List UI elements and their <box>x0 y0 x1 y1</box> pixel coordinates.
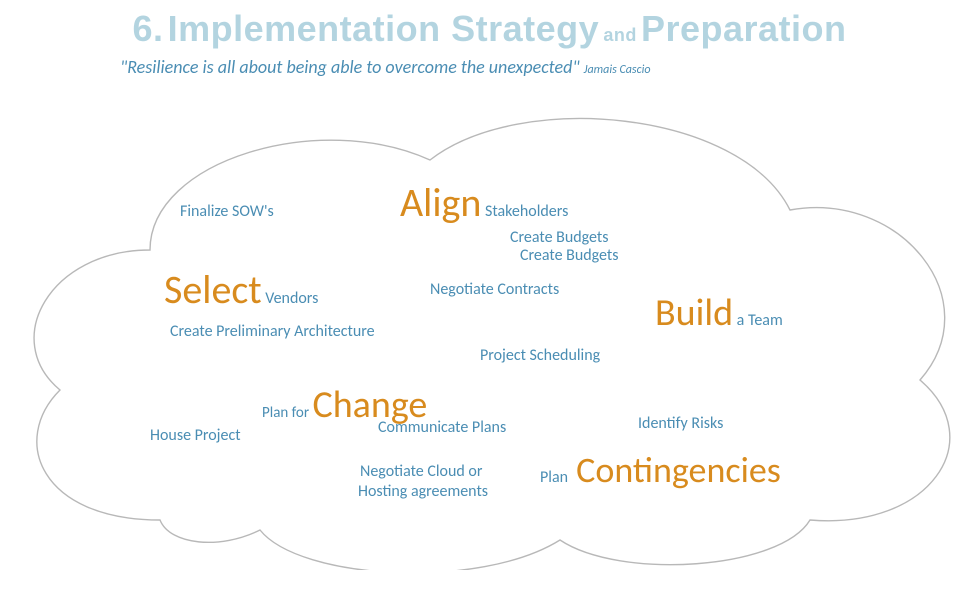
wordcloud-word: Communicate Plans <box>378 418 506 437</box>
wordcloud-word: Create Budgets <box>520 246 619 265</box>
quote-line: "Resilience is all about being able to o… <box>0 50 979 78</box>
wordcloud-accent-word: Select <box>164 265 262 314</box>
wordcloud-word: Identify Risks <box>638 414 723 433</box>
wordcloud-item: Negotiate Cloud or <box>360 462 482 481</box>
wordcloud-item: Project Scheduling <box>480 346 600 365</box>
wordcloud-item: Plan Contingencies <box>540 448 781 492</box>
wordcloud-item: Hosting agreements <box>358 482 488 501</box>
wordcloud-word: Finalize SOW's <box>180 202 274 221</box>
wordcloud-word: Stakeholders <box>481 202 568 221</box>
wordcloud-word: Hosting agreements <box>358 482 488 501</box>
wordcloud-accent-word: Contingencies <box>568 448 781 492</box>
wordcloud-word: Create Preliminary Architecture <box>170 322 375 341</box>
wordcloud-item: House Project <box>150 426 241 445</box>
wordcloud-item: Build a Team <box>655 290 783 336</box>
title-main2: Preparation <box>641 8 847 49</box>
title-main1: Implementation Strategy <box>168 8 600 49</box>
cloud-diagram: Align Stakeholders Finalize SOW's Create B… <box>0 100 979 570</box>
wordcloud-item: Create Preliminary Architecture <box>170 322 375 341</box>
title-prefix: 6. <box>132 8 163 49</box>
wordcloud-item: Select Vendors <box>164 265 318 314</box>
wordcloud-item: Create Budgets <box>520 246 619 265</box>
wordcloud-word: Vendors <box>262 289 319 308</box>
cloud-outline <box>0 100 979 570</box>
wordcloud-item: Align Stakeholders <box>400 178 568 227</box>
wordcloud-word: Negotiate Contracts <box>430 280 559 299</box>
wordcloud-word: House Project <box>150 426 241 445</box>
wordcloud-accent-word: Align <box>400 178 481 227</box>
wordcloud-item: Negotiate Contracts <box>430 280 559 299</box>
wordcloud-word: Project Scheduling <box>480 346 600 365</box>
wordcloud-accent-word: Build <box>655 290 733 336</box>
wordcloud-word: a Team <box>733 311 783 330</box>
wordcloud-item: Identify Risks <box>638 414 723 433</box>
wordcloud-item: Finalize SOW's <box>180 202 274 221</box>
wordcloud-item: Communicate Plans <box>378 418 506 437</box>
page-title: 6. Implementation Strategy and Preparati… <box>0 0 979 50</box>
wordcloud-word: Plan <box>540 468 568 487</box>
quote-author: Jamais Cascio <box>584 63 651 77</box>
wordcloud-word: Plan for <box>262 404 312 422</box>
wordcloud-word: Negotiate Cloud or <box>360 462 482 481</box>
wordcloud-item: Create Budgets <box>510 228 609 247</box>
wordcloud-word: Create Budgets <box>510 228 609 247</box>
quote-text: "Resilience is all about being able to o… <box>120 56 580 78</box>
title-connector: and <box>603 25 637 45</box>
